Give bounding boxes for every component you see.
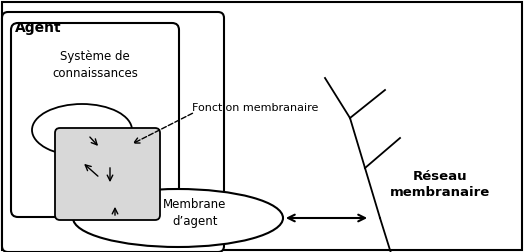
FancyBboxPatch shape (2, 12, 224, 252)
Ellipse shape (32, 104, 132, 156)
Text: Agent: Agent (15, 21, 62, 35)
FancyBboxPatch shape (11, 23, 179, 217)
Text: Fonction membranaire: Fonction membranaire (192, 103, 319, 113)
Text: Réseau
membranaire: Réseau membranaire (390, 171, 490, 200)
Text: Membrane
d’agent: Membrane d’agent (163, 198, 227, 228)
FancyBboxPatch shape (55, 128, 160, 220)
Ellipse shape (73, 189, 283, 247)
Text: Système de
connaissances: Système de connaissances (52, 50, 138, 80)
